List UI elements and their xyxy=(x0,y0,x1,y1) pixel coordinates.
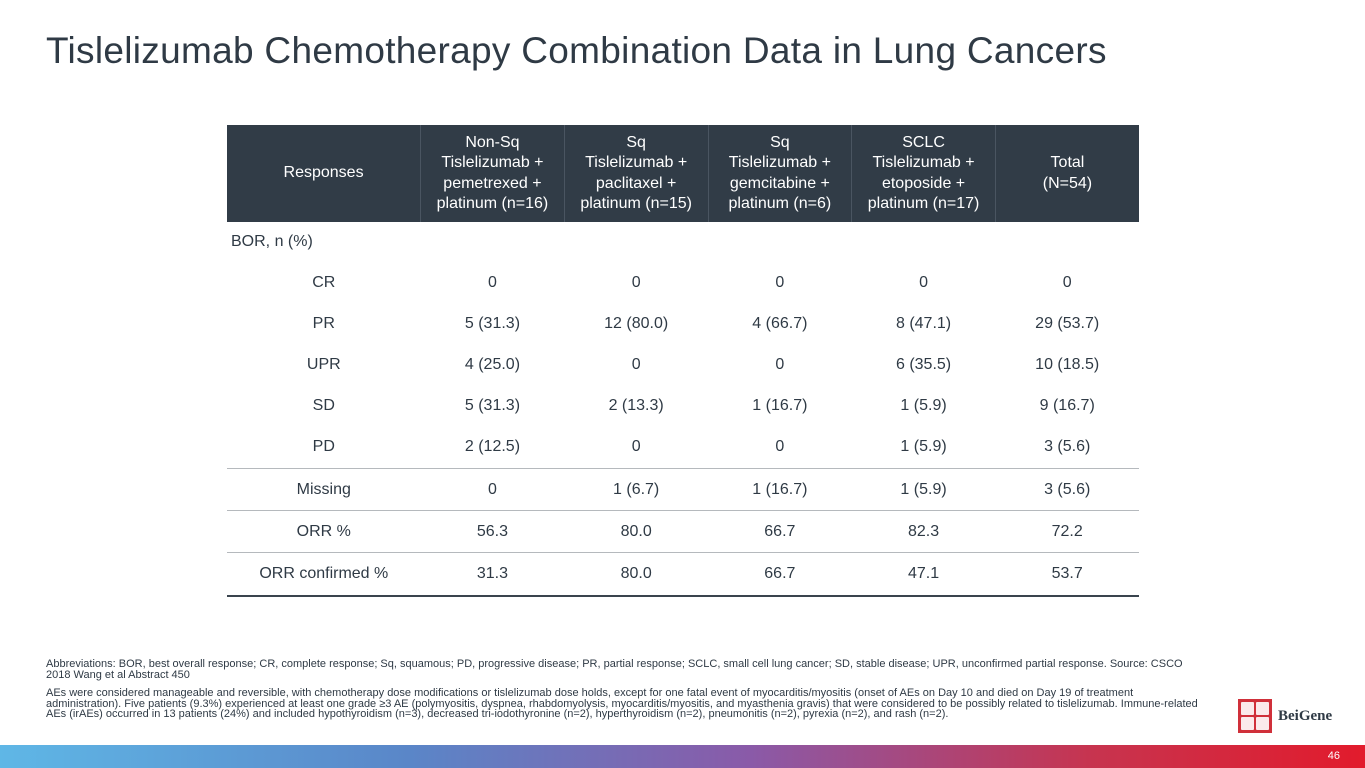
row-label: CR xyxy=(312,273,336,291)
table-row: PR 5 (31.3) 12 (80.0) 4 (66.7) 8 (47.1) … xyxy=(227,303,1139,344)
table-row: Missing 0 1 (6.7) 1 (16.7) 1 (5.9) 3 (5.… xyxy=(227,467,1139,511)
table-cell: 0 xyxy=(420,467,565,511)
table-cell: 1 (16.7) xyxy=(752,397,808,415)
table-row: PD 2 (12.5) 0 0 1 (5.9) 3 (5.6) xyxy=(227,427,1139,469)
table-cell: 8 (47.1) xyxy=(895,314,952,332)
abbreviations-footnote: Abbreviations: BOR, best overall respons… xyxy=(46,658,1183,681)
table-cell: 0 xyxy=(631,438,641,456)
table-cell: 29 (53.7) xyxy=(1035,314,1100,332)
slide-title: Tislelizumab Chemotherapy Combination Da… xyxy=(46,30,1107,71)
page-number: 46 xyxy=(1327,750,1340,762)
table-cell: 1 (5.9) xyxy=(900,397,947,415)
table-cell: 6 (35.5) xyxy=(895,355,952,373)
row-label: Missing xyxy=(227,467,421,511)
footer-gradient-bar xyxy=(0,745,1365,768)
table-cell: 5 (31.3) xyxy=(464,397,521,415)
header-sq-paclitaxel: Sq Tislelizumab + paclitaxel + platinum … xyxy=(563,125,708,222)
table-cell: 1 (16.7) xyxy=(708,467,852,511)
table-cell: 56.3 xyxy=(420,510,565,553)
table-cell: 80.0 xyxy=(564,552,708,597)
logo-text: BeiGene xyxy=(1278,707,1333,724)
table-group-row: BOR, n (%) xyxy=(227,222,1139,262)
table-cell: 66.7 xyxy=(708,552,852,597)
table-cell: 4 (66.7) xyxy=(752,314,808,332)
table-row: UPR 4 (25.0) 0 0 6 (35.5) 10 (18.5) xyxy=(227,344,1139,385)
table-cell: 1 (6.7) xyxy=(564,467,708,511)
header-total: Total (N=54) xyxy=(994,125,1139,222)
table-cell: 0 xyxy=(1062,273,1072,291)
table-cell: 1 (5.9) xyxy=(900,438,947,456)
table-cell: 12 (80.0) xyxy=(604,314,669,332)
adverse-events-footnote: AEs were considered manageable and rever… xyxy=(46,687,1198,720)
table-cell: 72.2 xyxy=(995,510,1139,553)
header-sclc-etoposide: SCLC Tislelizumab + etoposide + platinum… xyxy=(851,125,996,222)
table-row: CR 0 0 0 0 0 xyxy=(227,262,1139,303)
table-cell: 3 (5.6) xyxy=(995,467,1139,511)
header-responses: Responses xyxy=(227,125,421,222)
table-cell: 31.3 xyxy=(420,552,565,597)
table-cell: 80.0 xyxy=(564,510,708,553)
beigene-logo-icon xyxy=(1238,699,1272,733)
response-table: Responses Non-Sq Tislelizumab + pemetrex… xyxy=(227,125,1139,597)
table-cell: 47.1 xyxy=(851,552,996,597)
table-cell: 53.7 xyxy=(995,552,1139,597)
table-cell: 0 xyxy=(631,355,641,373)
table-cell: 0 xyxy=(631,273,641,291)
table-row: SD 5 (31.3) 2 (13.3) 1 (16.7) 1 (5.9) 9 … xyxy=(227,386,1139,427)
row-label: ORR confirmed % xyxy=(227,552,421,597)
table-cell: 3 (5.6) xyxy=(1044,438,1091,456)
table-cell: 0 xyxy=(775,355,785,373)
table-cell: 0 xyxy=(487,273,497,291)
bor-group-label: BOR, n (%) xyxy=(231,233,313,250)
table-cell: 66.7 xyxy=(708,510,852,553)
table-cell: 0 xyxy=(775,273,785,291)
table-header-row: Responses Non-Sq Tislelizumab + pemetrex… xyxy=(227,125,1139,222)
row-label: ORR % xyxy=(227,510,421,553)
table-cell: 5 (31.3) xyxy=(464,314,521,332)
table-cell: 1 (5.9) xyxy=(851,467,996,511)
table-cell: 4 (25.0) xyxy=(464,355,521,373)
table-cell: 2 (13.3) xyxy=(608,397,664,415)
row-label: UPR xyxy=(306,355,341,373)
table-row: ORR % 56.3 80.0 66.7 82.3 72.2 xyxy=(227,510,1139,553)
table-cell: 82.3 xyxy=(851,510,996,553)
table-cell: 2 (12.5) xyxy=(464,438,521,456)
beigene-logo: BeiGene xyxy=(1238,699,1332,733)
row-label: SD xyxy=(312,397,335,415)
header-nonsq-pemetrexed: Non-Sq Tislelizumab + pemetrexed + plati… xyxy=(420,125,565,222)
row-label: PD xyxy=(312,438,335,456)
table-cell: 0 xyxy=(775,438,785,456)
table-row: ORR confirmed % 31.3 80.0 66.7 47.1 53.7 xyxy=(227,552,1139,597)
row-label: PR xyxy=(312,314,335,332)
table-cell: 9 (16.7) xyxy=(1039,397,1095,415)
table-cell: 10 (18.5) xyxy=(1035,355,1100,373)
header-sq-gemcitabine: Sq Tislelizumab + gemcitabine + platinum… xyxy=(707,125,852,222)
table-cell: 0 xyxy=(919,273,928,291)
